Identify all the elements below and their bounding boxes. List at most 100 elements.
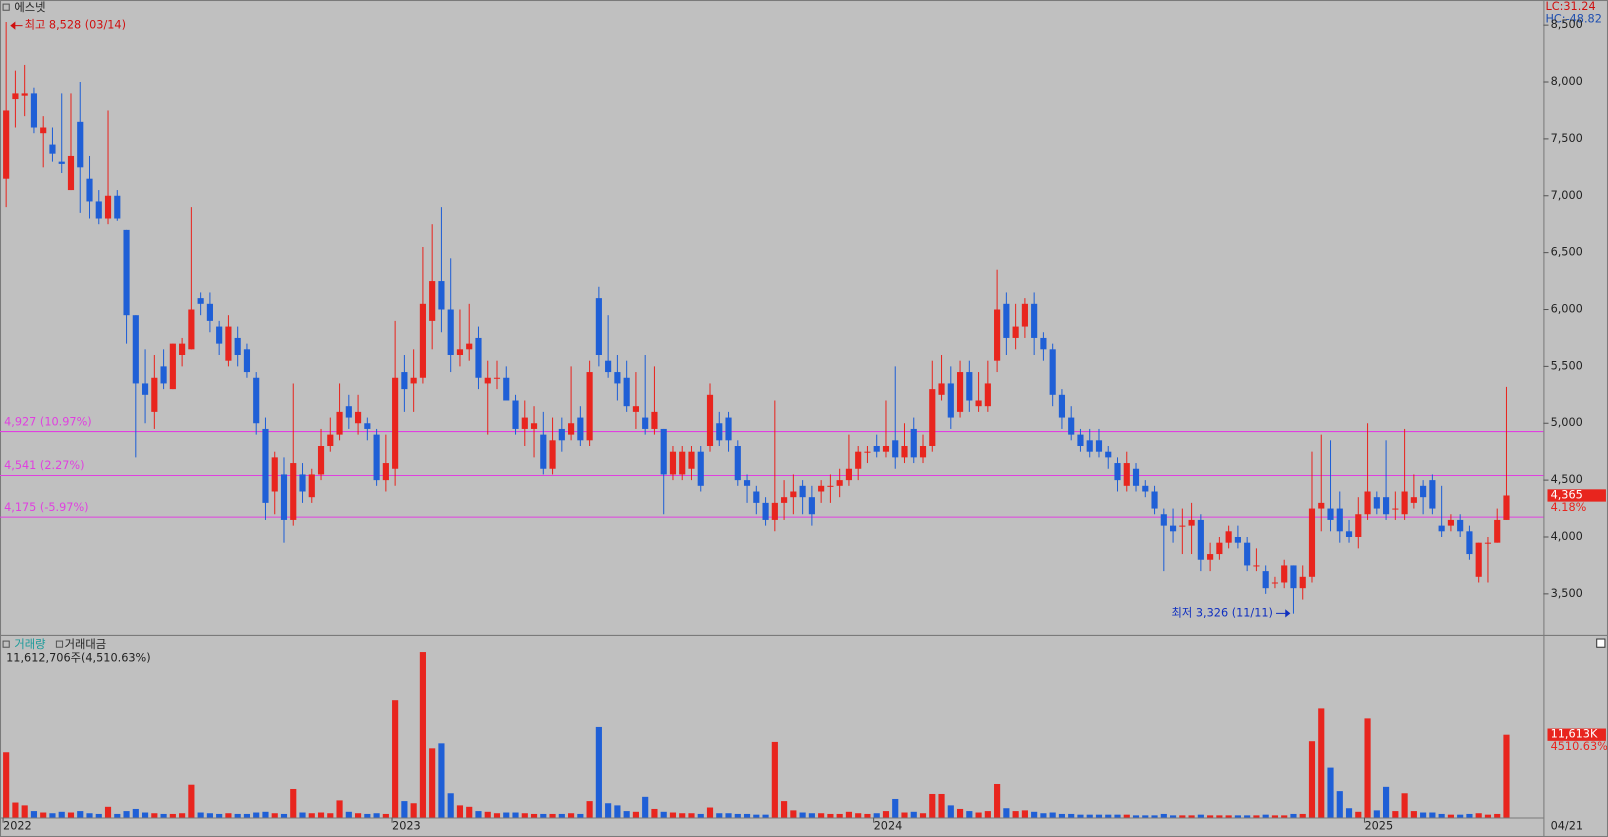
volume-bar (1142, 815, 1149, 818)
volume-bar (558, 813, 565, 818)
volume-bar (188, 784, 195, 818)
volume-bar (503, 812, 510, 818)
volume-bar (12, 802, 19, 818)
candle-body (1151, 491, 1158, 509)
volume-bar (660, 811, 667, 818)
candle-body (1410, 497, 1417, 503)
volume-bar (1105, 814, 1112, 818)
volume-bar (95, 813, 102, 818)
candle-body (151, 377, 158, 412)
candle-body (1327, 508, 1334, 520)
candle-body (725, 417, 732, 441)
volume-bar (1188, 815, 1195, 818)
candle-body (243, 349, 251, 373)
volume-bar (308, 813, 315, 818)
volume-bar (642, 796, 649, 818)
candle-body (984, 383, 991, 407)
volume-bar (632, 811, 639, 818)
volume-bar (1132, 815, 1140, 818)
candle-body (1216, 542, 1223, 555)
candle-body (1290, 565, 1297, 589)
candle-body (429, 281, 436, 321)
candle-body (1105, 451, 1112, 458)
volume-bar (1484, 814, 1492, 818)
volume-bar (855, 813, 862, 818)
candle-body (419, 303, 426, 378)
volume-bar (419, 652, 426, 818)
candle-body (614, 372, 621, 384)
hc-label: HC:-48.82 (1545, 12, 1601, 25)
candle-body (21, 93, 28, 96)
candle-body (1031, 303, 1038, 338)
candle-body (632, 406, 639, 412)
y-tick-label: 4,500 (1551, 473, 1583, 486)
volume-bar (975, 812, 982, 818)
candle-body (975, 400, 982, 407)
candle-body (1253, 565, 1260, 567)
volume-bar (947, 805, 954, 818)
panel-button[interactable] (1596, 638, 1606, 648)
volume-bar (873, 813, 880, 818)
candle-body (1336, 508, 1343, 532)
candle-body (234, 337, 241, 356)
candle-body (1012, 326, 1019, 338)
candle-body (1095, 440, 1103, 452)
candle-body (1503, 495, 1510, 520)
candle-body (280, 474, 288, 520)
candle-body (660, 428, 667, 475)
volume-bar (67, 812, 75, 818)
volume-bar (401, 801, 408, 818)
candle-body (392, 377, 399, 469)
candle-body (762, 502, 769, 520)
candle-body (317, 445, 325, 475)
volume-change-label: 4510.63% (1551, 740, 1608, 753)
candle-body (1040, 337, 1047, 350)
candle-body (30, 93, 38, 128)
volume-bar (1262, 814, 1269, 818)
volume-bar (1021, 810, 1028, 818)
last-volume-box (1547, 728, 1606, 741)
candle-body (1207, 554, 1214, 560)
low-annotation: 최저 3,326 (11/11) (1172, 606, 1273, 619)
lc-label: LC:31.24 (1545, 0, 1595, 13)
volume-bar (49, 813, 56, 818)
volume-bar (1049, 812, 1056, 818)
candle-body (781, 497, 788, 503)
volume-bar (475, 811, 482, 818)
volume-bar (688, 813, 695, 818)
volume-bar (892, 798, 899, 818)
candle-body (12, 93, 19, 100)
volume-bar (753, 814, 760, 818)
x-tick-label: 04/21 (1551, 820, 1583, 833)
volume-bar (762, 814, 769, 818)
candle-body (58, 161, 65, 164)
volume-bar (336, 800, 343, 818)
volume-bar (1401, 793, 1408, 818)
volume-bar (1466, 813, 1473, 818)
volume-bar (697, 813, 704, 818)
candle-body (882, 445, 890, 452)
volume-bar (290, 788, 297, 818)
volume-bar (540, 813, 547, 818)
candle-body (1244, 542, 1251, 566)
candle-body (1494, 519, 1501, 543)
candle-body (225, 326, 232, 361)
candle-body (1318, 502, 1325, 509)
candle-body (1308, 508, 1316, 577)
volume-bar (271, 813, 278, 818)
volume-bar (836, 813, 843, 818)
candle-body (1169, 525, 1177, 532)
volume-bar (1086, 814, 1093, 818)
candle-body (1068, 417, 1075, 435)
x-tick-label: 2024 (874, 820, 903, 833)
candle-body (901, 445, 908, 458)
volume-bar (1457, 814, 1464, 818)
candle-body (3, 110, 10, 179)
candle-body (484, 377, 491, 384)
change-label: 4.18% (1551, 501, 1587, 514)
volume-bar (1197, 814, 1204, 818)
volume-bar (104, 806, 112, 818)
candle-body (1003, 303, 1010, 338)
candle-body (595, 298, 602, 356)
